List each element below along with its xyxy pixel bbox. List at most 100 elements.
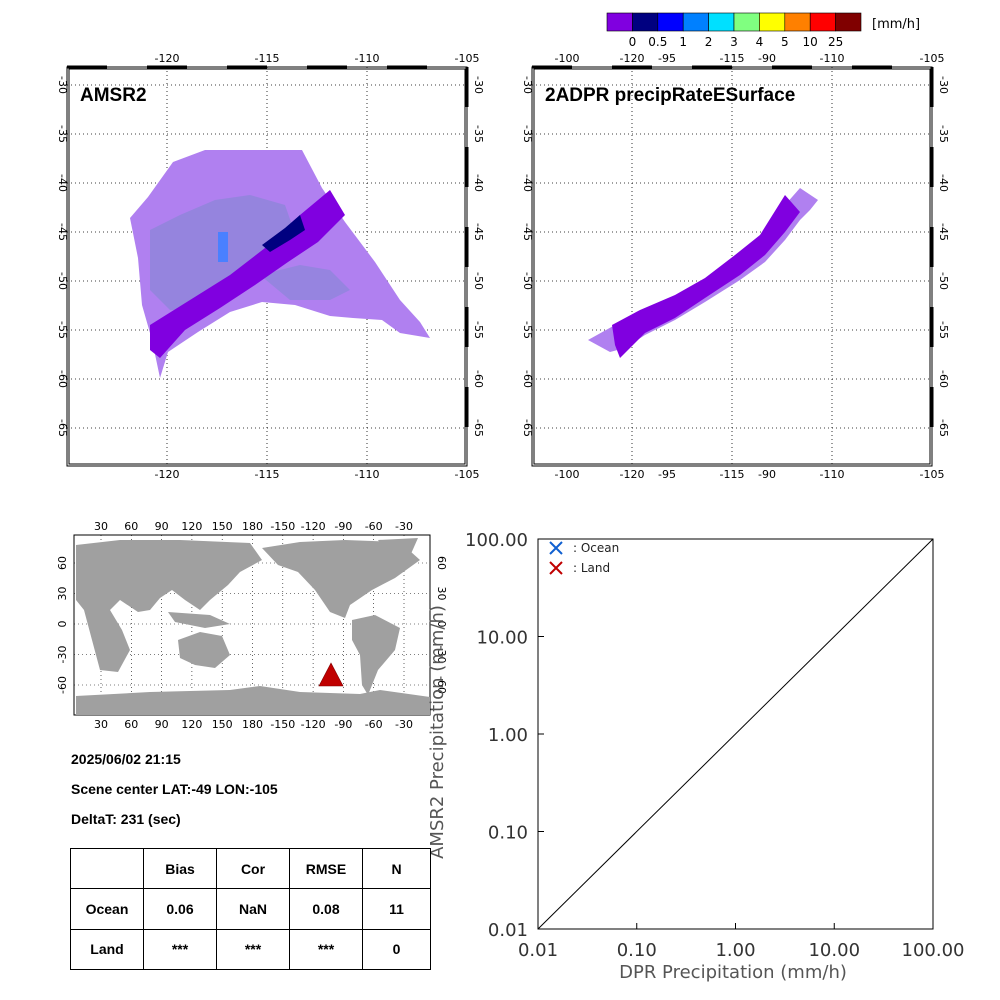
scatter-y-tick-label: 1.00 — [488, 725, 528, 746]
map-lat-tick-label: -35 — [472, 125, 485, 143]
map-lon-tick-label: -120 — [620, 468, 645, 481]
stats-header-cell: N — [362, 847, 431, 890]
world-lon-tick-label: 120 — [181, 520, 202, 533]
map-lat-tick-label: -40 — [937, 174, 950, 192]
scatter-y-tick-label: 10.00 — [476, 628, 528, 649]
stats-header-cell: RMSE — [289, 847, 363, 890]
map-lon-tick-label: -100 — [555, 468, 580, 481]
world-lon-tick-label: 120 — [181, 718, 202, 731]
amsr2-map-title: AMSR2 — [80, 85, 147, 106]
colorbar-tick-label: 0.5 — [648, 35, 667, 49]
world-lon-tick-label: 30 — [94, 520, 108, 533]
legend-ocean-label: : Ocean — [573, 541, 619, 555]
colorbar-swatch — [809, 12, 836, 32]
stats-header-cell — [70, 847, 144, 890]
stats-row-ocean: Ocean 0.06 NaN 0.08 11 — [70, 888, 431, 930]
world-lat-tick-label: 0 — [56, 621, 69, 628]
map-inner-frame — [533, 68, 931, 465]
colorbar-labels: 0 0.5 1 2 3 4 5 10 25 — [629, 35, 844, 49]
map-lon-tick-label: -100 — [555, 52, 580, 65]
scatter-y-tick-label: 0.10 — [488, 823, 528, 844]
world-landmass — [378, 538, 418, 560]
world-lon-tick-label: -150 — [270, 520, 295, 533]
colorbar-swatch — [606, 12, 633, 32]
map-lon-tick-label: -105 — [920, 468, 945, 481]
colorbar-swatch — [784, 12, 811, 32]
colorbar-swatch — [657, 12, 684, 32]
map-lon-tick-label: -110 — [355, 468, 380, 481]
map-lat-tick-label: -55 — [521, 321, 534, 339]
world-lon-tick-label: 90 — [155, 520, 169, 533]
colorbar-swatch — [835, 12, 862, 32]
map-lon-tick-label: -115 — [255, 52, 280, 65]
colorbar-swatch — [632, 12, 659, 32]
map-lat-tick-label: -65 — [56, 419, 69, 437]
stats-row-land: Land *** *** *** 0 — [70, 928, 431, 971]
world-lat-tick-label: 60 — [435, 556, 448, 570]
map-lat-tick-label: -30 — [937, 76, 950, 94]
colorbar-swatch — [759, 12, 786, 32]
scene-center-text: Scene center LAT:-49 LON:-105 — [71, 781, 278, 797]
map-lat-tick-label: -60 — [937, 370, 950, 388]
world-lon-tick-label: 150 — [212, 718, 233, 731]
map-lon-tick-label: -105 — [455, 468, 480, 481]
world-lon-tick-label: -90 — [334, 520, 352, 533]
amsr2-light-blue-cell — [218, 232, 228, 262]
map-lat-tick-label: -55 — [56, 321, 69, 339]
stats-cell: *** — [143, 928, 217, 971]
dpr-swath-edge — [588, 188, 818, 352]
world-lat-tick-label: 60 — [56, 556, 69, 570]
scatter-x-tick-label: 10.00 — [808, 940, 860, 961]
colorbar-tick-label: 4 — [756, 35, 764, 49]
map-lon-tick-label: -110 — [820, 468, 845, 481]
map-lat-tick-label: -30 — [56, 76, 69, 94]
stats-cell: 0.06 — [143, 888, 217, 930]
map-lon-tick-label: -110 — [820, 52, 845, 65]
map-inner-frame — [68, 68, 466, 465]
scatter-x-tick-label: 100.00 — [902, 940, 965, 961]
colorbar-tick-label: 25 — [828, 35, 843, 49]
map-lat-tick-label: -35 — [937, 125, 950, 143]
world-lon-tick-label: -30 — [395, 718, 413, 731]
world-lon-tick-label: -150 — [270, 718, 295, 731]
map-lat-tick-label: -40 — [56, 174, 69, 192]
world-lon-tick-label: 90 — [155, 718, 169, 731]
world-frame — [73, 534, 431, 716]
map-lat-tick-label: -60 — [56, 370, 69, 388]
stats-cell: 0 — [362, 928, 431, 971]
map-lat-tick-label: -65 — [472, 419, 485, 437]
dpr-map: -120 -120 -115 -115 -110 -110 -105 -105 -100 -100… — [521, 52, 950, 481]
world-lon-tick-label: 60 — [124, 718, 138, 731]
colorbar-swatch — [708, 12, 735, 32]
amsr2-grey-region — [150, 195, 292, 310]
colorbar-tick-label: 10 — [803, 35, 818, 49]
deltat-text: DeltaT: 231 (sec) — [71, 811, 181, 827]
world-lon-tick-label: 180 — [242, 718, 263, 731]
world-lon-tick-label: 180 — [242, 520, 263, 533]
scatter-x-tick-label: 0.01 — [518, 940, 558, 961]
amsr2-swath-light — [130, 150, 430, 378]
scatter-frame — [537, 538, 934, 930]
world-landmass — [168, 612, 230, 628]
map-lat-tick-label: -40 — [521, 174, 534, 192]
map-lat-tick-label: -65 — [521, 419, 534, 437]
map-lon-tick-label: -120 — [155, 52, 180, 65]
world-lat-tick-label: -30 — [56, 646, 69, 664]
map-lat-tick-label: -45 — [56, 223, 69, 241]
colorbar-tick-label: 0 — [629, 35, 637, 49]
dpr-swath — [612, 195, 800, 358]
world-map: 30 30 60 60 90 90 120 120 150 150 180 180 -150 -150 -1… — [56, 520, 448, 731]
map-lat-tick-label: -60 — [521, 370, 534, 388]
world-landmass — [76, 540, 262, 672]
scatter-y-tick-label: 100.00 — [465, 530, 528, 551]
map-lon-tick-label: -115 — [720, 52, 745, 65]
map-lat-tick-label: -50 — [937, 272, 950, 290]
stats-table: Bias Cor RMSE N Ocean 0.06 NaN 0.08 11 L… — [70, 847, 431, 971]
legend-marker — [549, 541, 563, 555]
map-lon-tick-label: -120 — [620, 52, 645, 65]
world-landmass — [178, 632, 230, 668]
one-to-one-line — [537, 538, 934, 930]
datetime-text: 2025/06/02 21:15 — [71, 751, 181, 767]
map-frame — [66, 66, 468, 467]
world-lon-tick-label: 30 — [94, 718, 108, 731]
